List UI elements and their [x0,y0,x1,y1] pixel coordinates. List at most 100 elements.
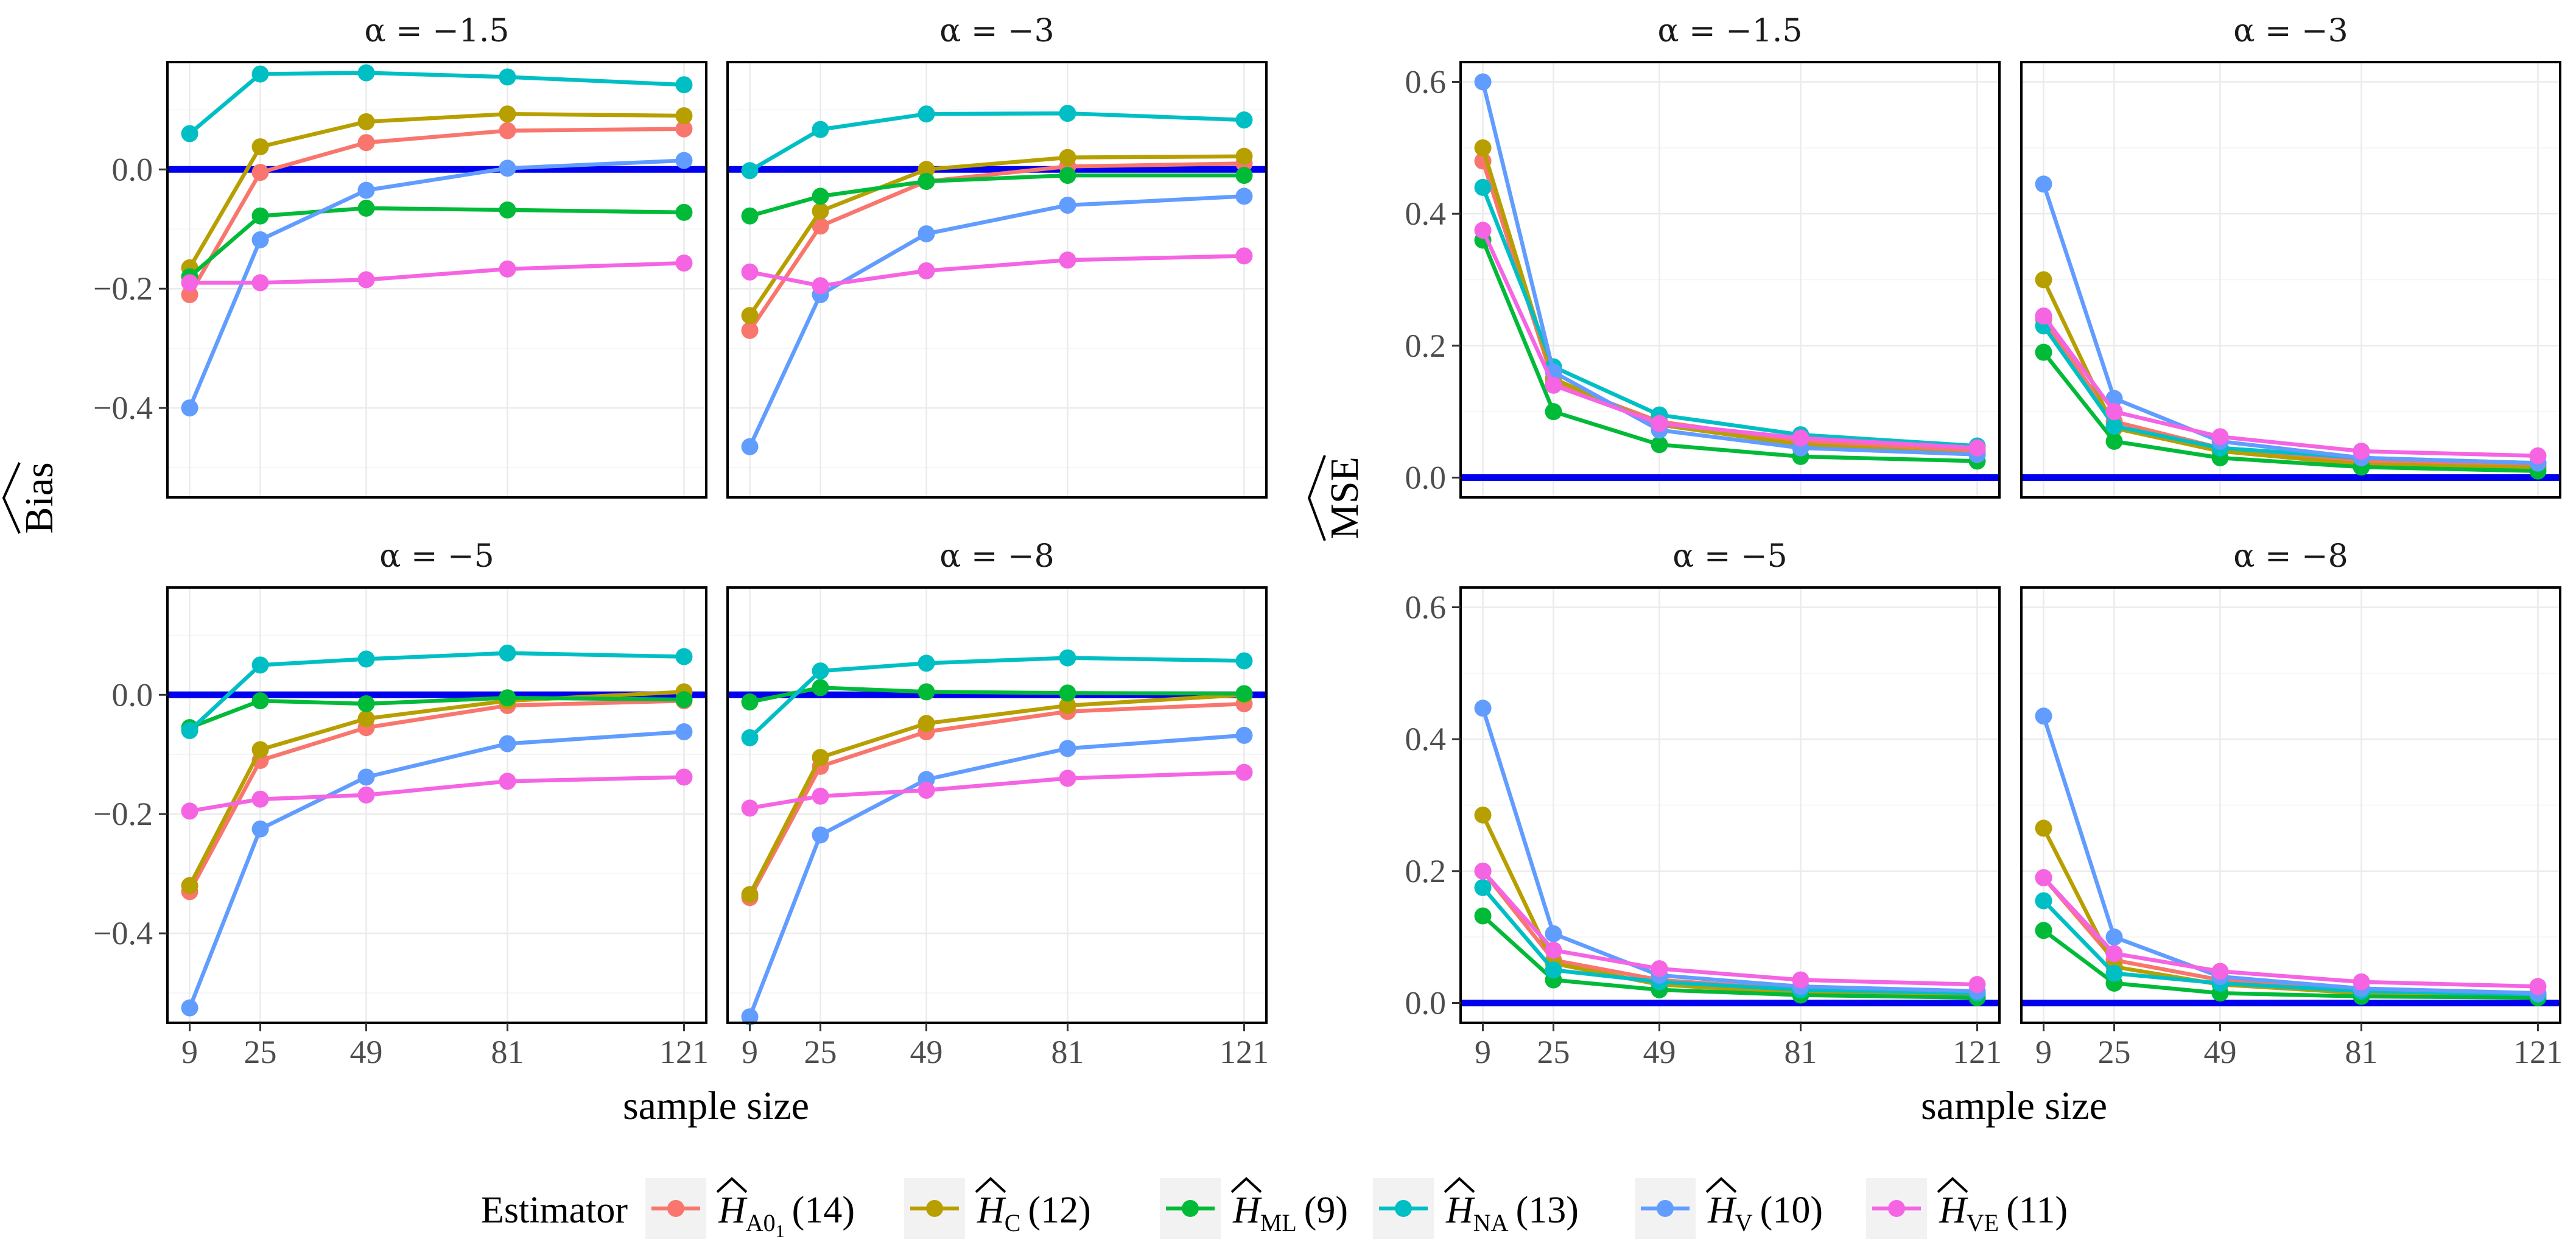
series-V [181,723,693,1017]
panel-title: α = −3 [2233,13,2348,49]
legend-label: HV (10) [1707,1190,1823,1236]
series-VE [1474,862,1986,994]
legend-symbol: H [1232,1190,1262,1231]
data-point-A01 [181,286,198,303]
legend-symbol: H [718,1190,748,1231]
data-point-A01 [675,120,693,138]
legend-item-C: HC (12) [904,1177,1091,1239]
y-tick-label: 0.4 [1405,195,1447,232]
panel-border [726,61,1268,499]
data-point-NA [251,65,269,83]
panel-border [166,61,707,499]
series-line-ML [1481,238,1979,463]
data-point-VE [499,260,516,278]
x-axis-label: sample size [623,1084,809,1128]
data-point-V [1059,197,1076,214]
data-point-C [499,105,516,123]
data-point-VE [2211,428,2229,446]
data-point-ML [918,172,935,190]
panel-bias-3: α = −5 −0.4 −0.2 0.0 9 25 49 81 121 [93,538,709,1070]
x-tick-label: 9 [181,1034,198,1070]
x-tick-label: 49 [350,1034,383,1070]
series-line-NA [188,71,686,136]
x-tick-label: 121 [1953,1034,2002,1070]
y-tick-label: 0.4 [1405,721,1447,757]
data-point-V [1235,726,1253,744]
data-point-V [357,181,375,199]
legend-item-VE: HVE (11) [1866,1177,2068,1239]
legend-label: HML (9) [1232,1190,1348,1236]
data-point-NA [2105,964,2123,982]
x-tick-label: 81 [491,1034,524,1070]
x-tick-label: 9 [1475,1034,1491,1070]
data-point-VE [1235,763,1253,781]
data-point-VE [812,787,829,805]
data-point-V [675,152,693,169]
y-axis-label: Bias [17,462,61,533]
data-point-NA [499,68,516,86]
y-tick-label: 0.0 [1405,460,1447,496]
legend-dot [926,1200,943,1217]
y-tick-label: −0.2 [93,270,153,307]
panel-border [1459,61,2001,499]
data-point-NA [357,64,375,82]
data-point-VE [1792,971,1809,989]
legend-symbol: H [1939,1190,1968,1231]
data-point-ML [499,689,516,707]
y-tick-label: −0.4 [93,915,153,952]
data-point-V [675,723,693,741]
data-point-ML [741,207,759,225]
data-point-NA [1235,652,1253,670]
legend-dot [1395,1200,1412,1217]
legend-equation-ref: (9) [1304,1190,1348,1231]
legend-subscript: VE [1967,1209,1999,1236]
series-VE [181,254,693,292]
data-point-C [1059,696,1076,714]
data-point-NA [2035,892,2052,910]
series-A01 [741,155,1253,339]
data-point-ML [499,201,516,219]
data-point-VE [2035,307,2052,325]
data-point-NA [675,648,693,665]
data-point-NA [1474,178,1492,196]
data-point-VE [2211,963,2229,980]
data-point-VE [1545,376,1562,394]
data-point-C [918,715,935,732]
data-point-C [1474,806,1492,824]
panel-title: α = −8 [939,538,1054,575]
data-point-ML [918,683,935,701]
data-point-ML [251,692,269,710]
grid [167,62,706,497]
panel-border [2020,61,2561,499]
data-point-C [918,161,935,178]
panel-title: α = −3 [939,13,1054,49]
data-point-VE [2529,978,2547,995]
legend-item-A01: HA01 (14) [645,1177,855,1241]
panel-mse-1: α = −1.5 0.0 0.2 0.4 0.6 [1405,13,2001,499]
legend-label: HVE (11) [1939,1190,2068,1236]
data-point-VE [499,773,516,790]
data-point-V [499,735,516,752]
data-point-C [675,107,693,125]
data-point-NA [499,644,516,662]
x-tick-label: 9 [742,1034,758,1070]
legend-equation-ref: (14) [792,1190,855,1231]
data-point-NA [1474,878,1492,896]
panel-border [2020,586,2561,1024]
data-point-VE [918,782,935,799]
data-point-V [1474,700,1492,717]
data-point-V [2035,175,2052,193]
data-point-ML [1059,167,1076,184]
data-point-V [499,160,516,177]
x-tick-label: 49 [910,1034,943,1070]
hat-accent-icon [975,1177,1006,1193]
x-tick-label: 121 [2513,1034,2563,1070]
data-point-V [181,399,198,417]
data-point-VE [1968,976,1986,994]
x-tick-label: 121 [659,1034,709,1070]
bias-panel-group: α = −1.5 −0.4 −0.2 0.0 α = −3 α = −5 −0.4 −0.2 0… [2,13,1269,1128]
series-A01 [181,120,693,303]
legend-equation-ref: (11) [2006,1190,2068,1231]
data-point-A01 [812,217,829,235]
